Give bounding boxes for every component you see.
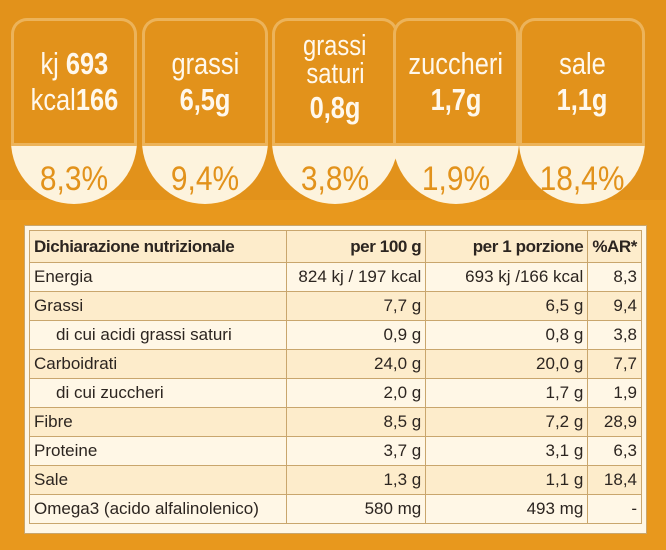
row-per-100g: 3,7 g: [285, 436, 427, 466]
badge-saturated-value: 0,8g: [309, 90, 361, 125]
badge-sugars: zuccheri 1,7g 1,9%: [393, 18, 519, 204]
row-label: Grassi: [29, 291, 287, 321]
badge-fat-value: 6,5g: [179, 82, 231, 117]
row-ar: 7,7: [587, 349, 642, 379]
row-label: Omega3 (acido alfalinolenico): [29, 494, 287, 524]
table-header-row: Dichiarazione nutrizionale per 100 g per…: [29, 230, 642, 263]
row-label: Energia: [29, 262, 287, 292]
header-per-100g: per 100 g: [285, 230, 427, 263]
badge-energy-head: [11, 18, 137, 146]
badge-saturated-percent: 3,8%: [300, 160, 370, 198]
table-row: Grassi 7,7 g 6,5 g 9,4: [29, 291, 642, 321]
header-per-portion: per 1 porzione: [425, 230, 589, 263]
badge-energy-kj: kj 693: [11, 48, 137, 79]
row-per-100g: 0,9 g: [285, 320, 427, 350]
badge-saturated: grassi saturi 0,8g 3,8%: [272, 18, 398, 204]
table-row: Carboidrati 24,0 g 20,0 g 7,7: [29, 349, 642, 379]
row-per-portion: 0,8 g: [425, 320, 589, 350]
row-label: di cui acidi grassi saturi: [29, 320, 287, 350]
badge-saturated-label2: saturi: [305, 58, 365, 90]
badge-energy-kcal: kcal166: [11, 84, 137, 115]
badge-energy: kj 693 kcal166 8,3%: [11, 18, 137, 204]
row-ar: 1,9: [587, 378, 642, 408]
badge-fat-label-wrap: grassi: [142, 48, 268, 79]
row-label: Carboidrati: [29, 349, 287, 379]
row-ar: 28,9: [587, 407, 642, 437]
badge-salt-head: [519, 18, 645, 146]
badge-sugars-label: zuccheri: [408, 46, 504, 81]
row-ar: 6,3: [587, 436, 642, 466]
row-per-100g: 580 mg: [285, 494, 427, 524]
row-per-100g: 824 kj / 197 kcal: [285, 262, 427, 292]
badge-sugars-value-wrap: 1,7g: [393, 84, 519, 115]
badge-salt: sale 1,1g 18,4%: [519, 18, 645, 204]
row-label: Sale: [29, 465, 287, 495]
badge-saturated-head: [272, 18, 398, 146]
table-row: Energia 824 kj / 197 kcal 693 kj /166 kcal…: [29, 262, 642, 292]
badge-energy-kj-label: kj: [40, 46, 59, 81]
badge-energy-kj-value: 693: [65, 46, 108, 81]
table-body: Energia 824 kj / 197 kcal 693 kj /166 kcal…: [29, 262, 642, 524]
row-per-portion: 493 mg: [425, 494, 589, 524]
badge-salt-label-wrap: sale: [519, 48, 645, 79]
row-per-100g: 24,0 g: [285, 349, 427, 379]
row-per-100g: 8,5 g: [285, 407, 427, 437]
badge-saturated-label2-wrap: saturi: [272, 60, 398, 89]
row-ar: 18,4: [587, 465, 642, 495]
row-ar: 9,4: [587, 291, 642, 321]
table-row: Sale 1,3 g 1,1 g 18,4: [29, 465, 642, 495]
header-nutrition: Dichiarazione nutrizionale: [29, 230, 287, 263]
row-ar: 3,8: [587, 320, 642, 350]
badge-salt-value: 1,1g: [556, 82, 608, 117]
badge-sugars-head: [393, 18, 519, 146]
table-row: Proteine 3,7 g 3,1 g 6,3: [29, 436, 642, 466]
row-per-100g: 2,0 g: [285, 378, 427, 408]
badge-salt-percent: 18,4%: [539, 160, 625, 198]
row-per-portion: 20,0 g: [425, 349, 589, 379]
row-ar: 8,3: [587, 262, 642, 292]
row-per-portion: 3,1 g: [425, 436, 589, 466]
badge-fat: grassi 6,5g 9,4%: [142, 18, 268, 204]
badge-saturated-value-wrap: 0,8g: [272, 92, 398, 123]
badge-saturated-label1-wrap: grassi: [272, 32, 398, 61]
badge-fat-percent: 9,4%: [170, 160, 240, 198]
table-row: Fibre 8,5 g 7,2 g 28,9: [29, 407, 642, 437]
nutrition-table: Dichiarazione nutrizionale per 100 g per…: [29, 230, 642, 524]
row-ar: -: [587, 494, 642, 524]
badge-energy-kcal-value: 166: [75, 82, 118, 117]
row-per-portion: 7,2 g: [425, 407, 589, 437]
badge-salt-label: sale: [558, 46, 606, 81]
row-label: di cui zuccheri: [29, 378, 287, 408]
row-per-100g: 7,7 g: [285, 291, 427, 321]
nutrition-badges: kj 693 kcal166 8,3% grassi 6,5g 9,4% gra…: [0, 0, 666, 210]
table-row: di cui zuccheri 2,0 g 1,7 g 1,9: [29, 378, 642, 408]
badge-fat-label: grassi: [171, 46, 239, 81]
badge-saturated-label1: grassi: [303, 30, 367, 62]
badge-salt-value-wrap: 1,1g: [519, 84, 645, 115]
badge-fat-head: [142, 18, 268, 146]
badge-energy-percent: 8,3%: [39, 160, 109, 198]
header-ar: %AR*: [587, 230, 642, 263]
badge-sugars-percent: 1,9%: [421, 160, 491, 198]
badge-sugars-label-wrap: zuccheri: [393, 48, 519, 79]
badge-fat-value-wrap: 6,5g: [142, 84, 268, 115]
row-per-portion: 6,5 g: [425, 291, 589, 321]
table-row: Omega3 (acido alfalinolenico) 580 mg 493 m…: [29, 494, 642, 524]
badge-sugars-value: 1,7g: [430, 82, 482, 117]
row-per-portion: 1,7 g: [425, 378, 589, 408]
row-per-portion: 693 kj /166 kcal: [425, 262, 589, 292]
row-per-100g: 1,3 g: [285, 465, 427, 495]
table-row: di cui acidi grassi saturi 0,9 g 0,8 g 3,8: [29, 320, 642, 350]
row-label: Proteine: [29, 436, 287, 466]
badge-energy-kcal-label: kcal: [30, 82, 76, 117]
row-label: Fibre: [29, 407, 287, 437]
row-per-portion: 1,1 g: [425, 465, 589, 495]
nutrition-table-panel: Dichiarazione nutrizionale per 100 g per…: [24, 225, 647, 534]
